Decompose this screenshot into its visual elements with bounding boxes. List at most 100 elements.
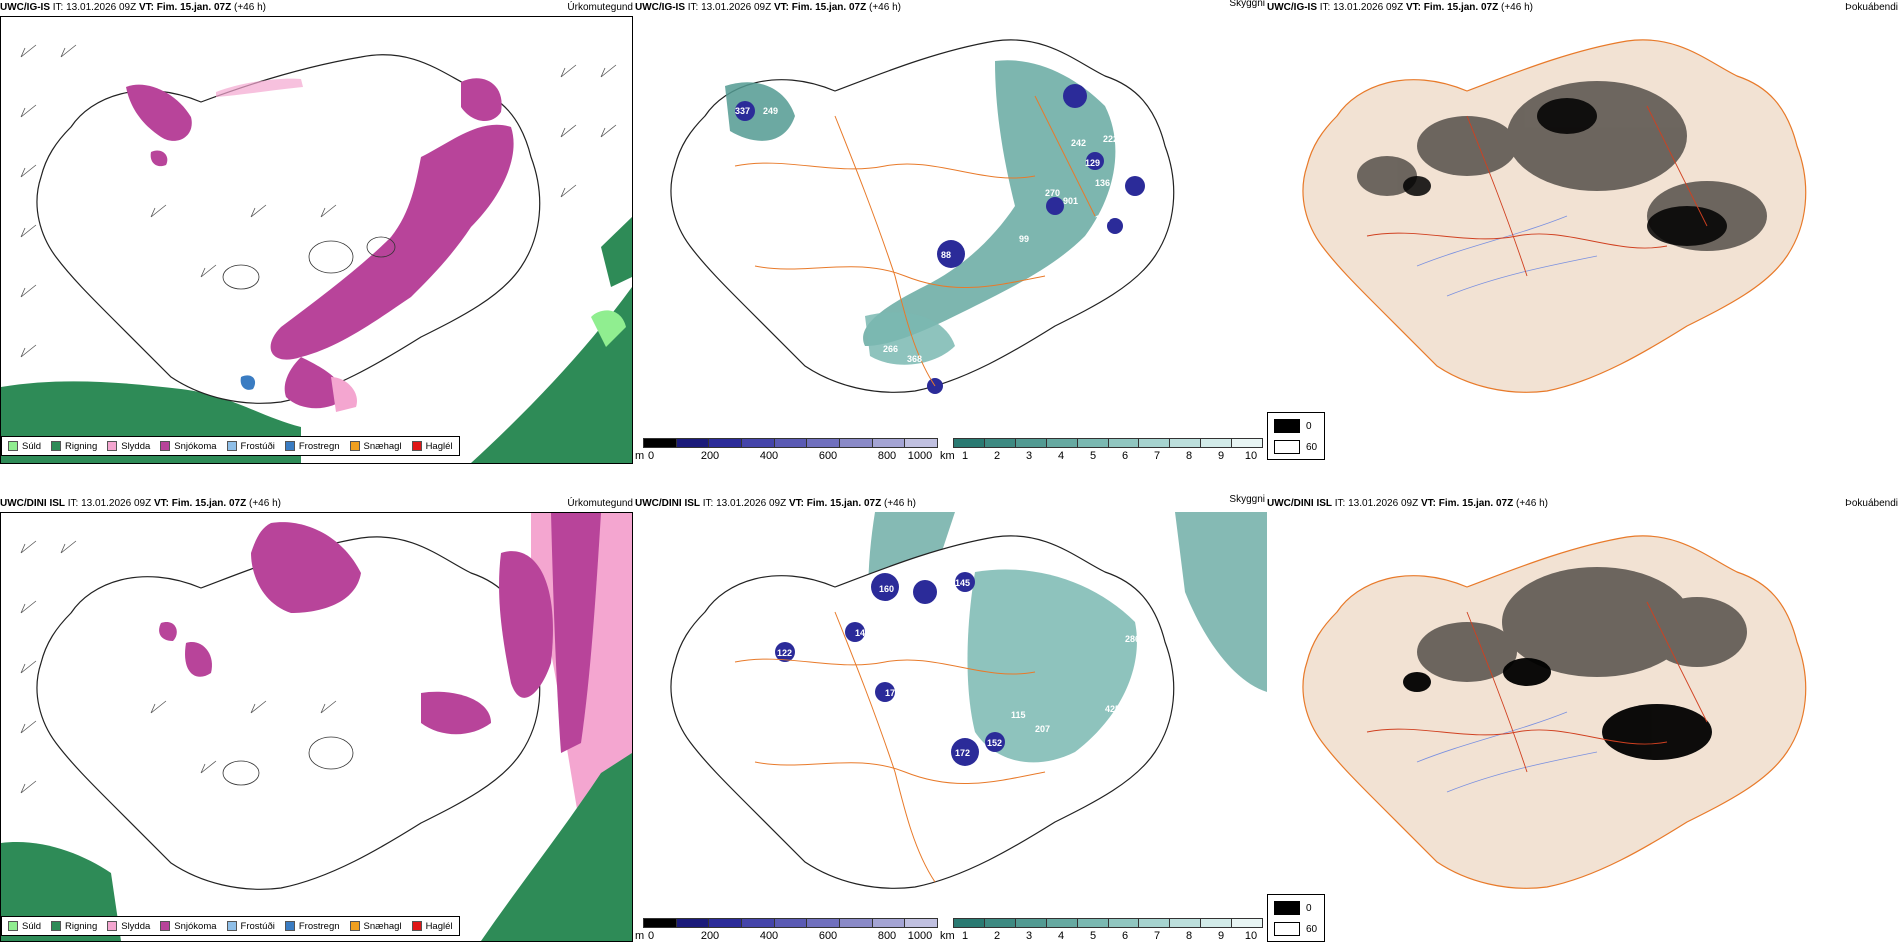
- ceiling-label: 266: [883, 344, 898, 354]
- legend-item-frostudi: Frostúði: [226, 920, 275, 932]
- legend-swatch: [284, 441, 295, 451]
- ceiling-label: 136: [1095, 178, 1110, 188]
- legend-label: Frostúði: [240, 920, 275, 932]
- ceiling-ticks: 0 200 400 600 800 1000: [635, 930, 940, 944]
- legend-swatch: [349, 921, 360, 931]
- legend-swatch: [51, 921, 62, 931]
- legend-item-haglel: Haglél: [411, 921, 453, 932]
- tick-label: 2: [993, 930, 1001, 942]
- legend-label: Súld: [22, 440, 42, 452]
- ceiling-label: 207: [1035, 724, 1050, 734]
- visibility-unit: km: [940, 930, 955, 942]
- tick-label: 200: [700, 930, 720, 942]
- lead-time: (+46 h): [1513, 498, 1548, 509]
- valid-time: VT: Fim. 15.jan. 07Z: [138, 2, 232, 13]
- legend-label: Frostregn: [298, 440, 340, 452]
- ceiling-unit: m: [635, 930, 645, 942]
- tick-label: 5: [1089, 930, 1097, 942]
- legend-swatch: [226, 921, 237, 931]
- legend-label: Rigning: [65, 440, 98, 452]
- fog-legend-dark: 0: [1274, 901, 1312, 915]
- fog-swatch-light: [1274, 922, 1300, 936]
- precip-type-legend: Súld Rigning Slydda Snjókoma Frostúði Fr…: [1, 436, 460, 456]
- ceiling-label: 160: [879, 584, 894, 594]
- row2-fog-index-panel: UWC/DINI ISL IT: 13.01.2026 09Z VT: Fim.…: [1267, 480, 1900, 950]
- tick-label: 5: [1089, 450, 1097, 462]
- ceiling-label: 122: [777, 648, 792, 658]
- legend-swatch: [284, 921, 295, 931]
- panel-header: UWC/DINI ISL IT: 13.01.2026 09Z VT: Fim.…: [0, 496, 635, 512]
- tick-label: 8: [1185, 930, 1193, 942]
- ceiling-label: 217: [1165, 614, 1180, 624]
- valid-time: VT: Fim. 15.jan. 07Z: [773, 2, 867, 13]
- visibility-map-svg: 337 249 88 242 222 129 136 153 102 270 9…: [670, 39, 1175, 394]
- legend-label: Súld: [22, 920, 42, 932]
- valid-time: VT: Fim. 15.jan. 07Z: [1405, 2, 1499, 13]
- ceiling-label: 110: [947, 684, 962, 694]
- tick-label: 600: [818, 930, 838, 942]
- ceiling-colorbar-swatches: [643, 438, 938, 448]
- legend-swatch: [107, 441, 118, 451]
- tick-label: 9: [1217, 930, 1225, 942]
- ceiling-colorbar-swatches: [643, 918, 938, 928]
- ceiling-label: 94: [1083, 258, 1093, 268]
- tick-label: 8: [1185, 450, 1193, 462]
- visibility-ticks: 1 2 3 4 5 6 7 8 9 10: [945, 930, 1267, 944]
- valid-time: VT: Fim. 15.jan. 07Z: [1420, 498, 1514, 509]
- ceiling-label: 270: [1045, 188, 1060, 198]
- panel-header: UWC/DINI ISL IT: 13.01.2026 09Z VT: Fim.…: [635, 494, 1267, 512]
- model-name: UWC/DINI ISL: [0, 498, 65, 509]
- precip-type-map: [0, 16, 633, 464]
- visibility-colorbar: km 1 2 3 4 5 6 7 8 9 10: [940, 918, 1267, 948]
- precip-type-map: [0, 512, 633, 942]
- tick-label: 6: [1121, 930, 1129, 942]
- ceiling-label: 222: [1103, 134, 1118, 144]
- legend-item-frostregn: Frostregn: [284, 921, 340, 932]
- fog-light-value: 60: [1306, 923, 1318, 935]
- legend-item-frostregn: Frostregn: [284, 440, 340, 452]
- tick-label: 1: [961, 450, 969, 462]
- initial-time: IT: 13.01.2026 09Z: [1317, 2, 1406, 13]
- legend-swatch: [411, 921, 422, 931]
- ceiling-label: 175: [885, 688, 900, 698]
- lead-time: (+46 h): [1498, 2, 1533, 13]
- legend-item-slydda: Slydda: [107, 441, 150, 452]
- legend-item-haglel: Haglél: [411, 440, 453, 452]
- panel-header: UWC/IG-IS IT: 13.01.2026 09Z VT: Fim. 15…: [1267, 0, 1900, 16]
- legend-label: Frostúði: [240, 440, 275, 452]
- fog-dark-value: 0: [1306, 902, 1312, 914]
- tick-label: 1000: [907, 450, 933, 462]
- legend-swatch: [8, 921, 18, 931]
- legend-swatch: [8, 441, 18, 451]
- model-name: UWC/IG-IS: [0, 2, 50, 13]
- tick-label: 1000: [907, 930, 933, 942]
- legend-label: Haglél: [425, 440, 453, 452]
- ceiling-label: 145: [955, 578, 970, 588]
- legend-swatch: [51, 441, 62, 451]
- legend-item-suld: Súld: [8, 441, 41, 452]
- legend-label: Rigning: [65, 920, 98, 932]
- legend-swatch: [107, 921, 118, 931]
- row2-precip-type-panel: UWC/DINI ISL IT: 13.01.2026 09Z VT: Fim.…: [0, 480, 635, 950]
- panel-header: UWC/IG-IS IT: 13.01.2026 09Z VT: Fim. 15…: [0, 0, 635, 16]
- legend-item-suld: Súld: [8, 921, 41, 932]
- legend-item-frostudi: Frostúði: [226, 440, 275, 452]
- field-title: Þokuábendi: [1845, 2, 1898, 13]
- legend-item-snjokoma: Snjókoma: [160, 441, 217, 452]
- initial-time: IT: 13.01.2026 09Z: [50, 2, 139, 13]
- legend-item-snaehagl: Snæhagl: [349, 441, 402, 452]
- visibility-ticks: 1 2 3 4 5 6 7 8 9 10: [945, 450, 1267, 464]
- fog-legend-light: 60: [1274, 922, 1317, 936]
- legend-swatch: [411, 441, 422, 451]
- lead-time: (+46 h): [866, 2, 901, 13]
- ceiling-ticks: 0 200 400 600 800 1000: [635, 450, 940, 464]
- tick-label: 7: [1153, 930, 1161, 942]
- visibility-colorbar: km 1 2 3 4 5 6 7 8 9 10: [940, 438, 1267, 468]
- tick-label: 7: [1153, 450, 1161, 462]
- ceiling-colorbar: m 0 200 400 600 800 1000: [635, 918, 940, 948]
- legend-item-rigning: Rigning: [51, 921, 97, 932]
- tick-label: 6: [1121, 450, 1129, 462]
- legend-item-rigning: Rigning: [51, 441, 97, 452]
- legend-label: Snjókoma: [174, 920, 217, 932]
- ceiling-label: 337: [735, 106, 750, 116]
